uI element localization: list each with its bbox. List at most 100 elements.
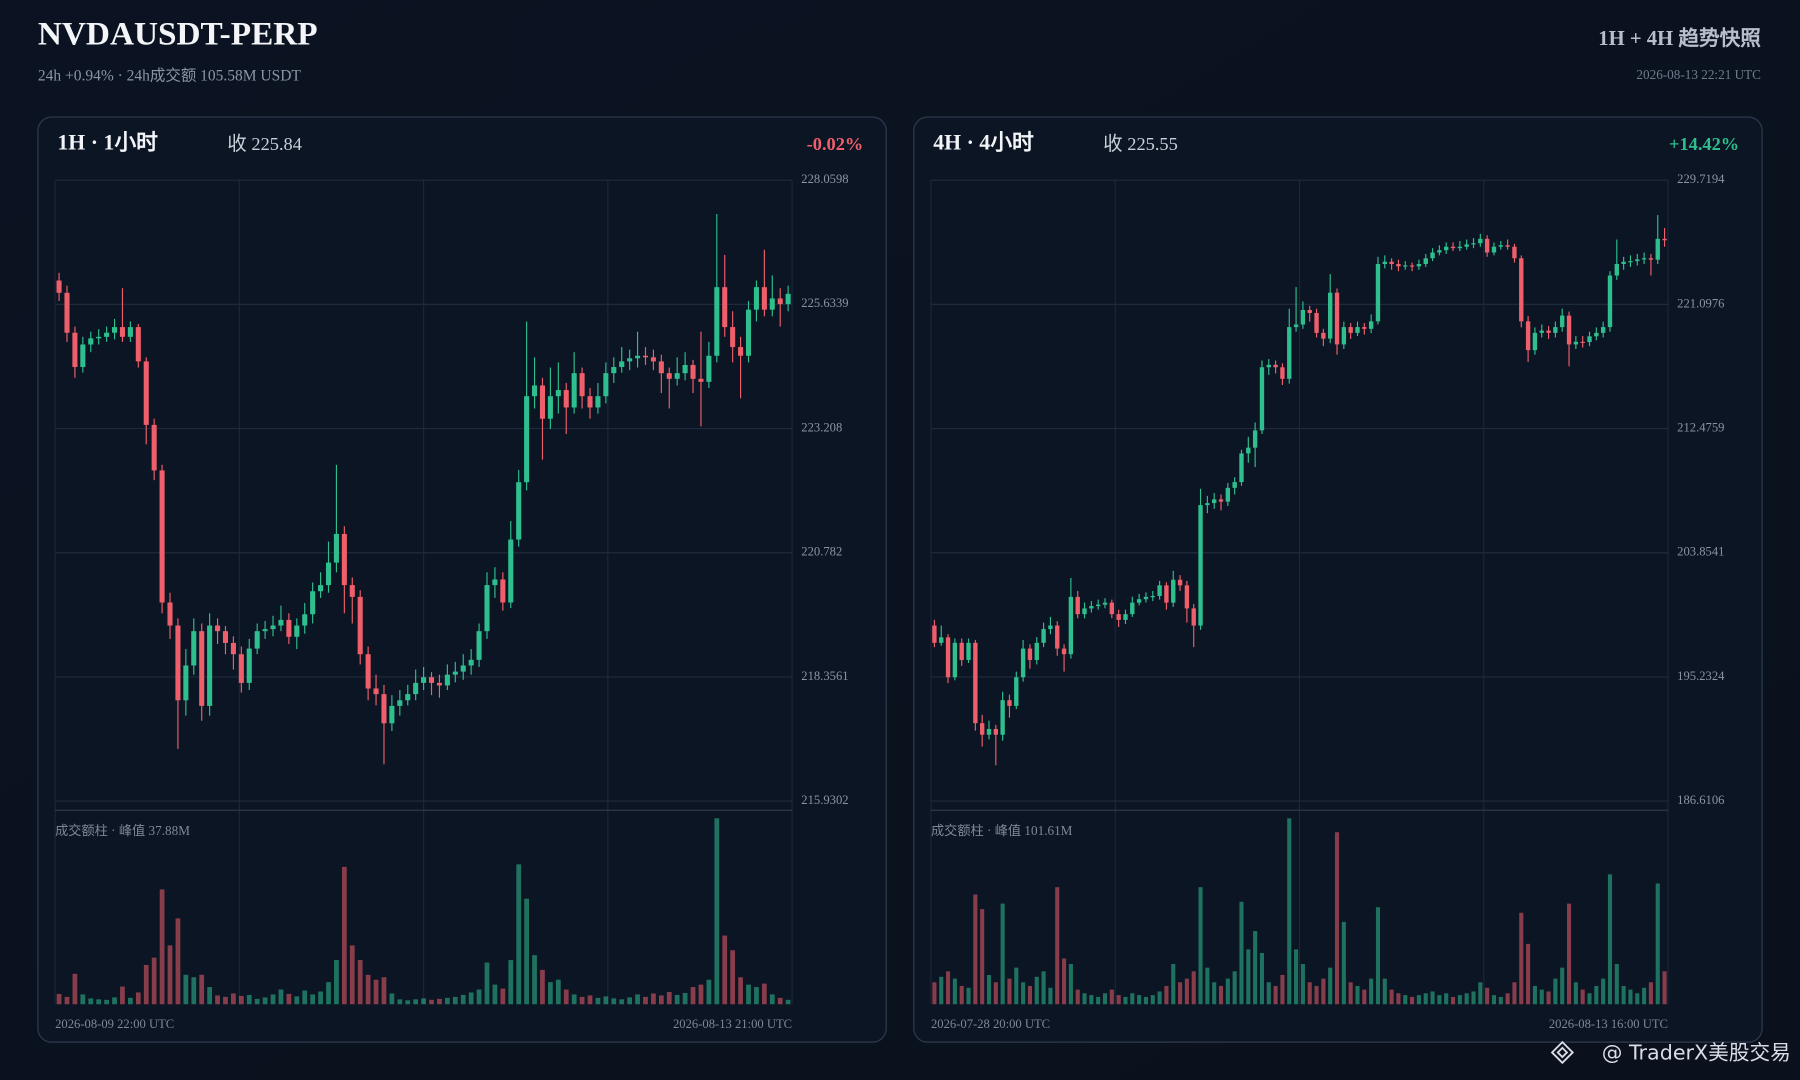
volume-bar xyxy=(1437,995,1442,1005)
candle-body xyxy=(207,625,213,706)
candle-body xyxy=(318,585,324,592)
candle-body xyxy=(1252,430,1258,448)
candle-body xyxy=(1266,364,1271,368)
chart-panel: 4H · 4小时 收 225.55 +14.42% 229.7194 221.0976 21… xyxy=(913,116,1763,1043)
candle-body xyxy=(587,396,593,408)
candle-body xyxy=(1546,330,1551,333)
volume-bar xyxy=(302,990,308,1005)
volume-bar xyxy=(223,996,228,1005)
candle-body xyxy=(405,694,411,701)
volume-bar xyxy=(706,979,712,1005)
candle-body xyxy=(1409,265,1415,267)
volume-bar xyxy=(761,983,767,1005)
candle-body xyxy=(1287,327,1292,379)
candle-body xyxy=(1607,275,1613,328)
volume-bar xyxy=(1021,982,1026,1005)
candle-body xyxy=(428,677,435,683)
volume-bar xyxy=(1655,883,1660,1005)
volume-bar xyxy=(1416,995,1421,1005)
candle-body xyxy=(1539,330,1544,333)
volume-bar xyxy=(1607,874,1613,1005)
candle-body xyxy=(1614,264,1619,276)
volume-bar xyxy=(651,993,656,1005)
y-tick-label: 225.6339 xyxy=(801,296,848,310)
candle-body xyxy=(698,378,704,382)
volume-bar xyxy=(104,999,109,1005)
candle-body xyxy=(1307,309,1312,313)
volume-bar xyxy=(112,997,117,1005)
snapshot-title: 1H + 4H 趋势快照 xyxy=(1598,26,1761,50)
volume-bar xyxy=(611,998,617,1005)
candle-body xyxy=(952,642,958,678)
candle-body xyxy=(516,482,522,540)
candle-body xyxy=(294,625,300,637)
volume-bar xyxy=(270,994,276,1005)
candle-body xyxy=(500,579,506,603)
candle-body xyxy=(310,591,316,615)
candle-body xyxy=(959,642,964,660)
volume-bar xyxy=(532,955,537,1005)
volume-bar xyxy=(460,994,466,1005)
volume-bar xyxy=(373,979,379,1005)
candle-body xyxy=(1143,596,1149,600)
volume-bar xyxy=(1389,989,1394,1005)
y-tick-label: 218.3561 xyxy=(801,669,848,683)
candle-body xyxy=(1416,264,1422,267)
candle-body xyxy=(373,688,379,695)
volume-bar xyxy=(468,992,474,1005)
volume-bar xyxy=(674,994,680,1005)
candle-body xyxy=(1594,332,1599,337)
x-end-label: 2026-08-13 16:00 UTC xyxy=(1549,1017,1668,1031)
change: -0.02% xyxy=(807,134,864,154)
volume-bar xyxy=(1068,963,1073,1005)
candle-body xyxy=(1641,258,1647,260)
candle-body xyxy=(650,357,656,362)
volume-bar xyxy=(946,971,951,1005)
volume-bar xyxy=(238,995,244,1005)
chart-panel: 1H · 1小时 收 225.84 -0.02% 228.0598 225.6339 223… xyxy=(37,116,887,1043)
volume-bar xyxy=(357,960,363,1005)
close-price: 225.55 xyxy=(1127,134,1178,154)
candle-body xyxy=(270,625,276,630)
volume-bar xyxy=(1587,993,1592,1005)
volume-bar xyxy=(1478,982,1483,1005)
candle-body xyxy=(1095,604,1101,607)
candle-body xyxy=(539,385,546,419)
page-subtitle: 24h +0.94% · 24h成交额 105.58M USDT xyxy=(38,66,302,84)
volume-bar xyxy=(658,995,664,1005)
candle-body xyxy=(1232,482,1237,488)
candle-body xyxy=(1573,341,1579,345)
candle-body xyxy=(1027,648,1033,660)
volume-bar xyxy=(120,986,125,1005)
volume-bar xyxy=(603,996,609,1005)
volume-bar xyxy=(72,973,78,1005)
candle-body xyxy=(682,364,688,374)
y-tick-label: 212.4759 xyxy=(1677,420,1724,434)
volume-bar xyxy=(397,999,403,1005)
volume-bar xyxy=(548,982,553,1005)
candle-body xyxy=(357,596,363,655)
candle-body xyxy=(973,642,978,724)
volume-bar xyxy=(413,999,419,1005)
candle-body xyxy=(1648,258,1654,260)
volume-bar xyxy=(199,974,205,1005)
candle-body xyxy=(476,631,482,660)
volume-bar xyxy=(389,993,395,1005)
volume-bar xyxy=(1553,978,1558,1005)
candle-body xyxy=(119,327,125,337)
candle-body xyxy=(1068,596,1074,655)
candle-body xyxy=(1000,700,1005,735)
candle-body xyxy=(524,396,530,483)
volume-bar xyxy=(476,989,482,1005)
volume-bar xyxy=(1048,987,1053,1005)
candle-body xyxy=(397,700,403,706)
candle-body xyxy=(1519,258,1524,322)
volume-bar xyxy=(1635,993,1640,1005)
volume-bar xyxy=(1621,985,1626,1005)
page-title: NVDAUSDT-PERP xyxy=(38,15,318,52)
candle-body xyxy=(230,642,236,655)
volume-bar xyxy=(1232,971,1237,1005)
volume-bar xyxy=(635,994,640,1005)
volume-bar xyxy=(1423,993,1428,1005)
candle-body xyxy=(966,642,971,660)
